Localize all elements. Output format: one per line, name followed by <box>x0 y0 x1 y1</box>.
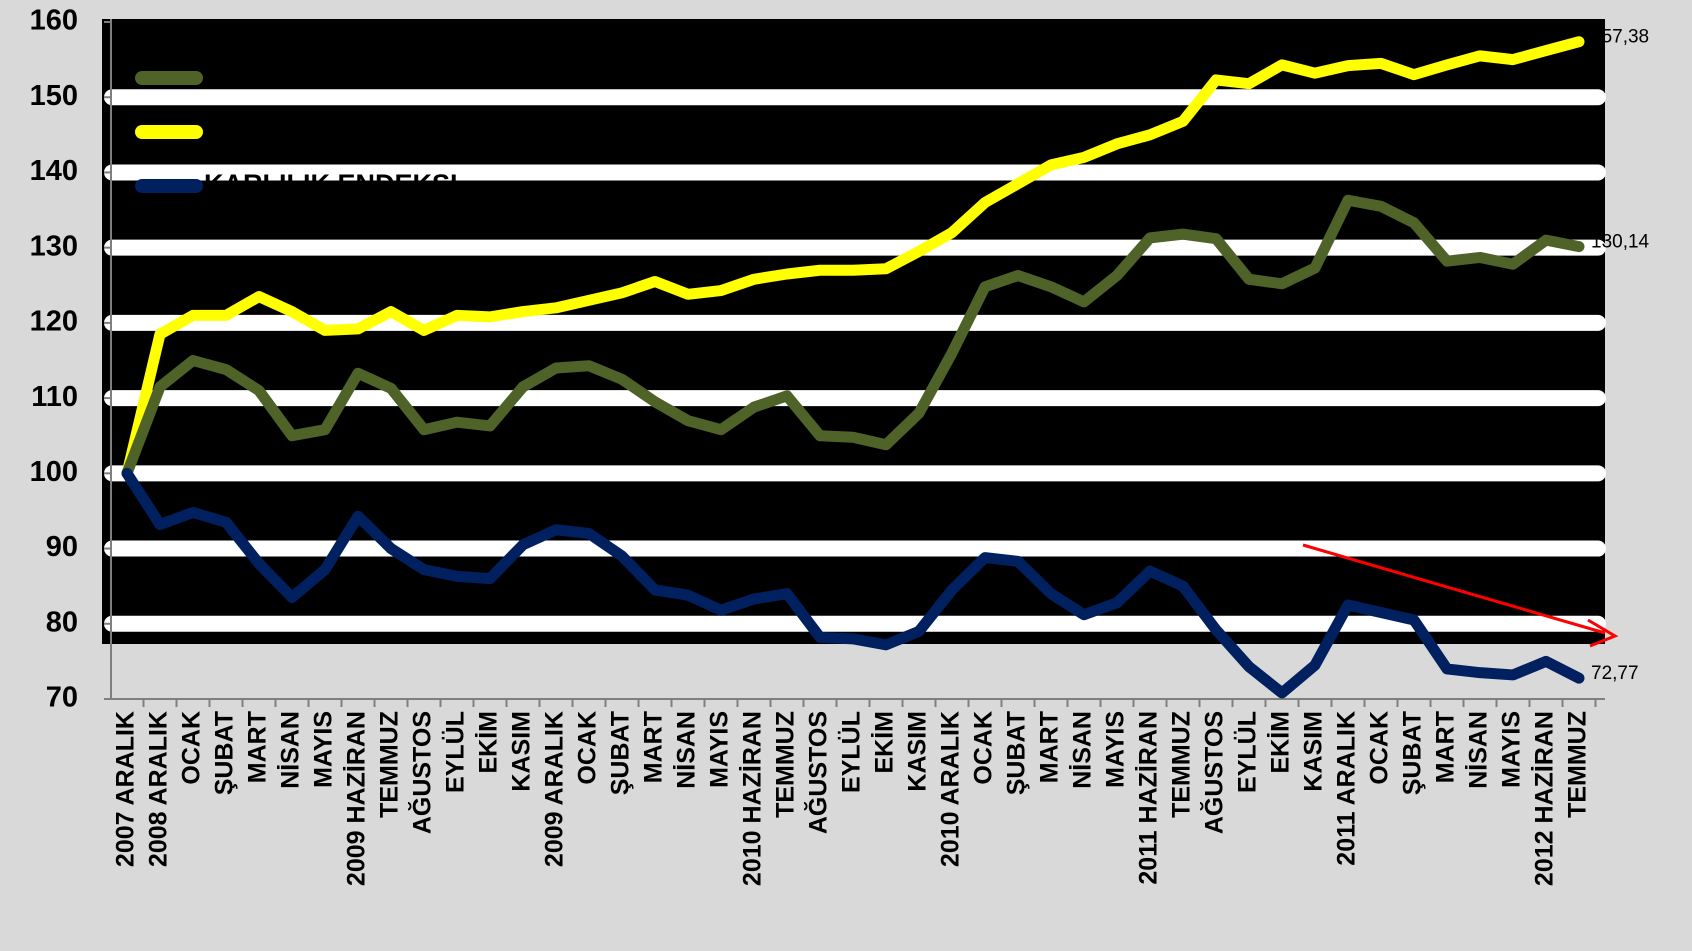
x-tick-label: NİSAN <box>277 711 305 789</box>
x-tick-label: ŞUBAT <box>211 711 239 795</box>
x-tick-label: NİSAN <box>673 711 701 789</box>
x-tick-label: MAYIS <box>1102 711 1130 788</box>
series-line <box>121 467 1585 699</box>
x-tick-label: EYLÜL <box>837 711 866 793</box>
x-tick-label: ŞUBAT <box>1003 711 1031 795</box>
x-tick-label: 2012 HAZİRAN <box>1531 711 1559 886</box>
x-tick-label: 2010 ARALIK <box>937 711 965 867</box>
x-tick-label: NİSAN <box>1465 711 1493 789</box>
x-tick-label: 2009 ARALIK <box>541 711 569 867</box>
x-tick-label: MART <box>640 711 668 783</box>
x-tick-label: 2009 HAZİRAN <box>343 711 371 886</box>
x-tick-label: AĞUSTOS <box>408 711 437 834</box>
value-label: 157,38 <box>1591 27 1649 48</box>
y-tick-label: 80 <box>46 606 78 638</box>
x-tick-label: 2011 HAZİRAN <box>1135 711 1163 885</box>
x-tick-label: NİSAN <box>1069 711 1097 789</box>
x-tick-label: TEMMUZ <box>376 711 404 818</box>
x-tick-label: OCAK <box>970 711 998 785</box>
y-tick-label: 100 <box>30 456 78 488</box>
x-tick-label: MAYIS <box>706 711 734 788</box>
x-tick-label: MAYIS <box>310 711 338 788</box>
x-tick-label: OCAK <box>1366 711 1394 785</box>
y-tick-label: 140 <box>30 155 78 187</box>
x-tick-label: MART <box>244 711 272 783</box>
x-tick-label: EYLÜL <box>441 711 470 793</box>
x-tick-label: 2008 ARALIK <box>145 711 173 867</box>
x-tick-label: 2010 HAZİRAN <box>739 711 767 886</box>
y-tick-label: 90 <box>46 531 78 563</box>
series-line <box>121 36 1585 479</box>
x-tick-label: KASIM <box>1300 711 1328 792</box>
series-line <box>121 194 1585 479</box>
x-tick-label: AĞUSTOS <box>804 711 833 834</box>
x-tick-label: KASIM <box>904 711 932 792</box>
x-tick-label: TEMMUZ <box>1168 711 1196 818</box>
y-tick-label: 70 <box>46 682 78 714</box>
x-tick-label: EYLÜL <box>1233 711 1262 793</box>
y-tick-label: 130 <box>30 230 78 262</box>
x-tick-label: ŞUBAT <box>607 711 635 795</box>
trend-arrow-head <box>1587 618 1619 648</box>
value-label: 72,77 <box>1591 663 1639 684</box>
x-tick-label: OCAK <box>178 711 206 785</box>
x-tick-label: EKİM <box>871 711 899 774</box>
y-tick-label: 160 <box>30 5 78 37</box>
x-tick-label: MART <box>1036 711 1064 783</box>
x-tick-label: AĞUSTOS <box>1200 711 1229 834</box>
value-label: 130,14 <box>1591 232 1650 253</box>
y-tick-label: 150 <box>30 80 78 112</box>
x-tick-label: OCAK <box>574 711 602 785</box>
x-tick-label: MART <box>1432 711 1460 783</box>
x-tick-label: 2011 ARALIK <box>1333 711 1361 866</box>
legend-label: KARLILIK ENDEKSI <box>204 169 458 199</box>
y-tick-label: 120 <box>30 306 78 338</box>
x-tick-label: EKİM <box>1267 711 1295 774</box>
x-tick-label: 2007 ARALIK <box>112 711 140 867</box>
x-tick-label: ŞUBAT <box>1399 711 1427 795</box>
x-tick-label: EKİM <box>475 711 503 774</box>
trend-arrow <box>1302 543 1606 635</box>
x-tick-label: TEMMUZ <box>772 711 800 818</box>
y-tick-label: 110 <box>31 381 78 413</box>
x-tick-label: KASIM <box>508 711 536 792</box>
x-tick-label: TEMMUZ <box>1564 711 1592 818</box>
x-tick-label: MAYIS <box>1498 711 1526 788</box>
